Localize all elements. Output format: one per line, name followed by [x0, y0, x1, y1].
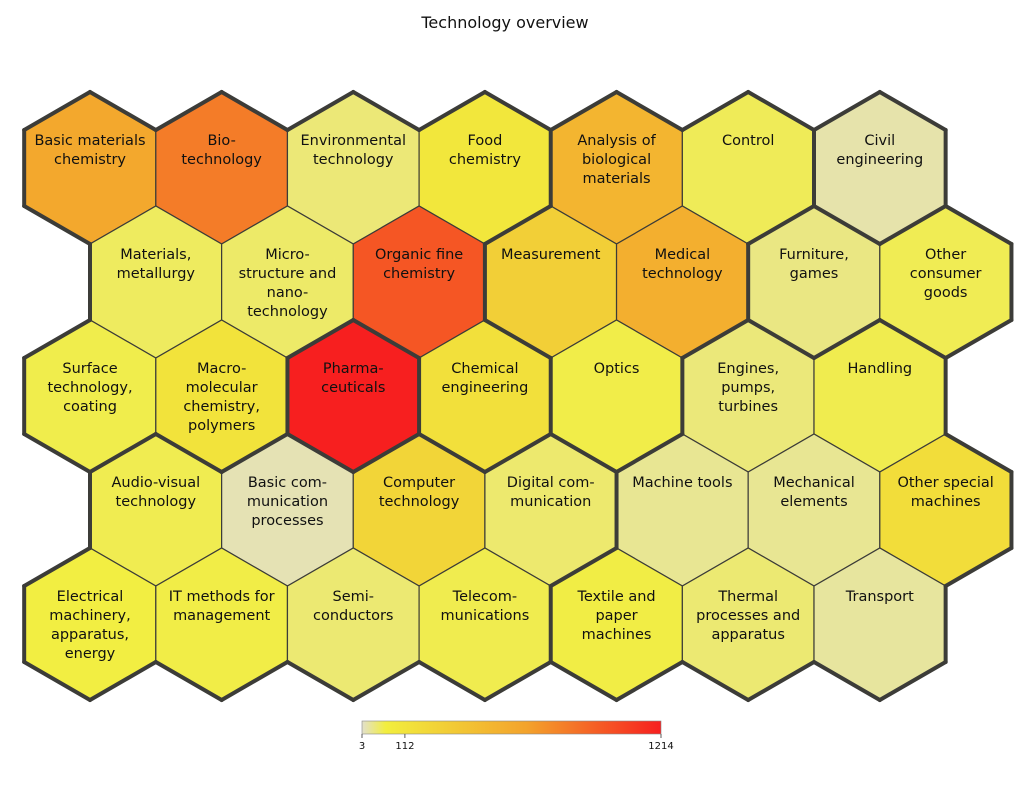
field-border [482, 204, 553, 246]
hex-label: Transport [845, 589, 914, 605]
hex-label: Electrical machinery, apparatus, energy [49, 589, 130, 662]
hex-label: Other consumer goods [910, 247, 982, 301]
field-border [153, 660, 224, 702]
field-border [22, 660, 92, 702]
field-border [614, 660, 685, 702]
hex-label: Handling [847, 361, 912, 377]
field-border [417, 432, 487, 474]
hex-label: IT methods for management [169, 589, 275, 624]
field-border [88, 660, 158, 702]
hex-label: Textile and paper machines [576, 589, 655, 643]
colorbar-tick-label: 112 [395, 741, 414, 752]
field-border [877, 204, 948, 246]
field-border [285, 432, 356, 474]
hex-label: Other special machines [897, 475, 993, 510]
hex-label: Optics [594, 361, 640, 377]
hex-label: Telecom-munications [441, 589, 530, 624]
field-border [548, 432, 619, 474]
field-border [943, 204, 1014, 246]
hex-label: Computer technology [379, 475, 460, 510]
field-border [877, 660, 948, 702]
chart-title: Technology overview [421, 13, 589, 32]
field-border [482, 660, 553, 702]
hex-label: Civil engineering [836, 133, 923, 168]
field-border [22, 432, 92, 474]
hex-label: Measurement [501, 247, 601, 263]
field-border [746, 318, 816, 360]
field-border [351, 90, 422, 132]
field-border [614, 90, 685, 132]
field-border [680, 90, 751, 132]
field-border [417, 660, 487, 702]
field-border [746, 204, 816, 246]
field-border [22, 204, 92, 246]
hex-label: Semi-conductors [313, 589, 393, 624]
hex-label: Medical technology [642, 247, 723, 282]
hex-label: Audio-visual technology [112, 475, 201, 510]
field-border [746, 660, 816, 702]
hex-label: Analysis of biological materials [577, 133, 656, 187]
field-border [22, 90, 92, 132]
hex-label: Basic com-munication processes [247, 475, 328, 529]
hex-label: Pharma-ceuticals [321, 361, 385, 396]
field-border [482, 432, 553, 474]
hex-label: Surface technology, coating [47, 361, 132, 415]
field-border [219, 432, 290, 474]
field-border [548, 546, 619, 588]
field-border [88, 90, 158, 132]
hex-label: Furniture, games [779, 247, 849, 282]
hex-label: Chemical engineering [442, 361, 529, 396]
hex-label: Digital com-munication [507, 475, 595, 510]
field-border [88, 432, 158, 474]
hex-label: Basic materials chemistry [34, 133, 145, 168]
hex-label: Environmental technology [301, 133, 407, 168]
field-border [219, 660, 290, 702]
hex-label: Machine tools [632, 475, 732, 491]
field-border [877, 318, 948, 360]
field-border [746, 90, 816, 132]
hex-label: Organic fine chemistry [375, 247, 463, 282]
field-border [351, 660, 422, 702]
hex-label: Bio-technology [181, 133, 262, 168]
field-border [482, 90, 553, 132]
hex-label: Thermal processes and apparatus [696, 589, 800, 643]
field-border [285, 318, 356, 360]
field-border [548, 90, 619, 132]
colorbar-tick-label: 1214 [648, 741, 673, 752]
field-border [22, 318, 92, 360]
field-border [680, 318, 751, 360]
field-border [482, 318, 553, 360]
hex-label: Micro-structure and nano-technology [239, 247, 337, 320]
field-border [219, 90, 290, 132]
hex-label: Food chemistry [449, 133, 521, 168]
field-border [22, 546, 92, 588]
field-border [153, 432, 224, 474]
hex-label: Control [722, 133, 774, 149]
field-border [877, 90, 948, 132]
field-border [614, 432, 685, 474]
field-border [943, 318, 1014, 360]
field-border [811, 660, 882, 702]
field-border [943, 432, 1014, 474]
colorbar [361, 720, 662, 735]
field-border [811, 90, 882, 132]
hex-label: Macro-molecular chemistry, polymers [183, 361, 260, 434]
hex-label: Engines, pumps, turbines [717, 361, 779, 415]
field-border [548, 660, 619, 702]
field-border [811, 204, 882, 246]
field-border [351, 318, 422, 360]
field-border [285, 90, 356, 132]
colorbar-tick-label: 3 [359, 741, 365, 752]
hex-label: Materials, metallurgy [117, 247, 196, 282]
field-border [943, 546, 1014, 588]
field-border [153, 90, 224, 132]
field-border [285, 660, 356, 702]
field-border [680, 660, 751, 702]
field-border [351, 432, 422, 474]
hex-label: Mechanical elements [773, 475, 855, 510]
field-border [811, 318, 882, 360]
field-border [417, 90, 487, 132]
